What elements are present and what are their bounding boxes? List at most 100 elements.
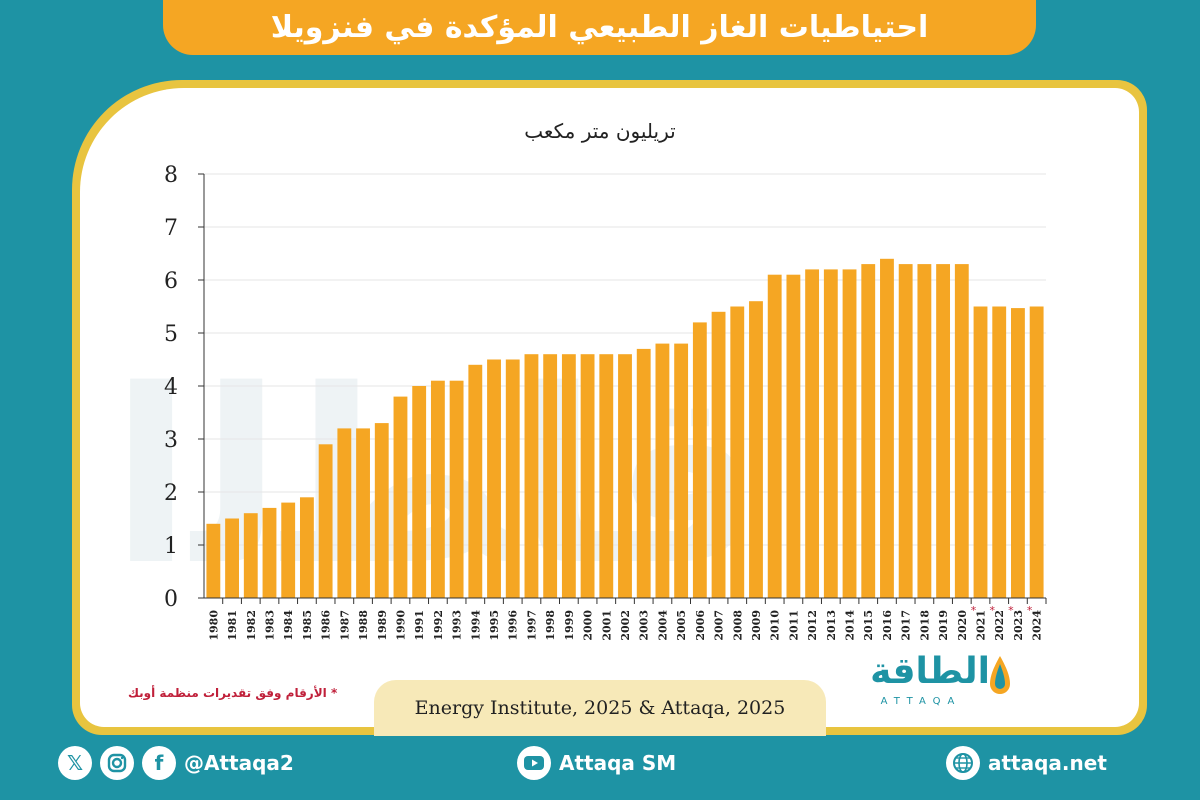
x-tick-label: 2017 xyxy=(900,610,913,641)
logo-text: الطاقة xyxy=(870,651,990,692)
bar-2000 xyxy=(580,354,595,598)
x-tick-label: 1990 xyxy=(394,610,407,641)
x-tick-label: 1995 xyxy=(488,610,501,641)
source-box: Energy Institute, 2025 & Attaqa, 2025 xyxy=(374,680,826,736)
x-tick-label: 2006 xyxy=(694,610,707,641)
bar-1981 xyxy=(225,518,239,598)
x-tick-label: 2005 xyxy=(675,610,688,641)
x-tick-label: 1992 xyxy=(432,610,445,641)
bar-2019 xyxy=(936,264,951,598)
y-tick-label: 2 xyxy=(164,481,178,506)
bar-1995 xyxy=(487,359,501,598)
logo-drop-icon xyxy=(990,656,1010,694)
y-tick-label: 5 xyxy=(164,322,178,347)
estimate-marker: * xyxy=(989,604,995,617)
x-tick-label: 2012 xyxy=(806,610,819,641)
bar-2005 xyxy=(674,343,689,598)
globe-icon xyxy=(946,746,980,780)
x-tick-label: 2002 xyxy=(619,610,632,641)
bar-2023 xyxy=(1011,308,1025,598)
bar-2015 xyxy=(861,264,876,598)
x-tick-label: 2013 xyxy=(825,610,838,641)
bar-1980 xyxy=(206,523,221,598)
x-tick-label: 2008 xyxy=(731,610,744,641)
facebook-icon[interactable]: f xyxy=(142,746,176,780)
bar-2013 xyxy=(823,269,838,598)
youtube-icon xyxy=(517,746,551,780)
bar-1983 xyxy=(262,507,277,598)
x-tick-label: 1981 xyxy=(226,610,239,641)
x-tick-label: 1983 xyxy=(263,610,276,641)
bar-2004 xyxy=(655,343,670,598)
bar-2017 xyxy=(898,264,913,598)
bar-2016 xyxy=(880,258,894,598)
bar-2008 xyxy=(730,306,745,598)
estimate-marker: * xyxy=(971,604,977,617)
x-tick-label: 1986 xyxy=(320,610,333,641)
bar-1984 xyxy=(281,502,296,598)
x-tick-label: 2004 xyxy=(656,610,669,641)
bar-2012 xyxy=(805,269,820,598)
estimate-marker: * xyxy=(1008,604,1014,617)
logo-subtext: ATTAQA xyxy=(880,696,962,707)
y-tick-label: 3 xyxy=(164,428,178,453)
bar-1998 xyxy=(543,354,558,598)
bar-1994 xyxy=(468,364,483,598)
bar-2024 xyxy=(1029,306,1044,598)
youtube-channel: Attaqa SM xyxy=(559,751,677,775)
x-tick-label: 2014 xyxy=(844,610,857,641)
x-tick-label: 1993 xyxy=(451,610,464,641)
x-tick-label: 2016 xyxy=(881,610,894,641)
x-tick-label: 1982 xyxy=(245,610,258,641)
x-tick-label: 1984 xyxy=(282,610,295,641)
bar-2020 xyxy=(954,264,969,598)
social-handle[interactable]: @Attaqa2 xyxy=(184,751,294,775)
x-tick-label: 2000 xyxy=(582,610,595,641)
x-tick-label: 2023 xyxy=(1012,610,1025,641)
x-tick-label: 1994 xyxy=(469,610,482,641)
attaqa-logo: الطاقة ATTAQA xyxy=(840,650,1020,714)
bar-2014 xyxy=(842,269,857,598)
x-tick-label: 2015 xyxy=(862,610,875,641)
social-links: 𝕏 f @Attaqa2 xyxy=(58,742,294,784)
bar-1992 xyxy=(430,380,445,598)
y-tick-label: 0 xyxy=(164,587,178,612)
bar-1999 xyxy=(561,354,576,598)
bar-1996 xyxy=(505,359,520,598)
x-tick-label: 2010 xyxy=(769,610,782,641)
x-tick-label: 1996 xyxy=(507,610,520,641)
bar-1987 xyxy=(337,428,352,598)
bar-2006 xyxy=(692,322,707,598)
x-tick-label: 2011 xyxy=(787,610,800,641)
y-tick-label: 1 xyxy=(164,534,178,559)
source-text: Energy Institute, 2025 & Attaqa, 2025 xyxy=(414,697,786,719)
bar-2011 xyxy=(786,274,801,598)
x-tick-label: 1987 xyxy=(338,610,351,641)
page-title: احتياطيات الغاز الطبيعي المؤكدة في فنزوي… xyxy=(270,10,929,45)
bar-2003 xyxy=(636,348,651,598)
x-tick-label: 1988 xyxy=(357,610,370,641)
x-tick-label: 1980 xyxy=(207,610,220,641)
y-tick-label: 6 xyxy=(164,269,178,294)
bar-1985 xyxy=(299,497,314,598)
bar-1988 xyxy=(356,428,370,598)
bar-1997 xyxy=(524,354,539,598)
website-link[interactable]: attaqa.net xyxy=(946,742,1107,784)
x-tick-label: 2003 xyxy=(638,610,651,641)
bar-2001 xyxy=(599,354,614,598)
bar-2022 xyxy=(992,306,1007,598)
instagram-icon[interactable] xyxy=(100,746,134,780)
youtube-link[interactable]: Attaqa SM xyxy=(517,742,676,784)
bar-1989 xyxy=(374,423,389,598)
x-tick-label: 1998 xyxy=(544,610,557,641)
x-tick-label: 2020 xyxy=(956,610,969,641)
y-tick-label: 7 xyxy=(164,216,178,241)
x-tick-label: 2024 xyxy=(1031,610,1044,641)
x-tick-label: 2007 xyxy=(713,610,726,641)
x-tick-label: 1989 xyxy=(376,610,389,641)
x-tick-label: 1999 xyxy=(563,610,576,641)
x-tick-label: 2021 xyxy=(975,610,988,641)
x-tick-label: 2001 xyxy=(600,610,613,641)
x-icon[interactable]: 𝕏 xyxy=(58,746,92,780)
